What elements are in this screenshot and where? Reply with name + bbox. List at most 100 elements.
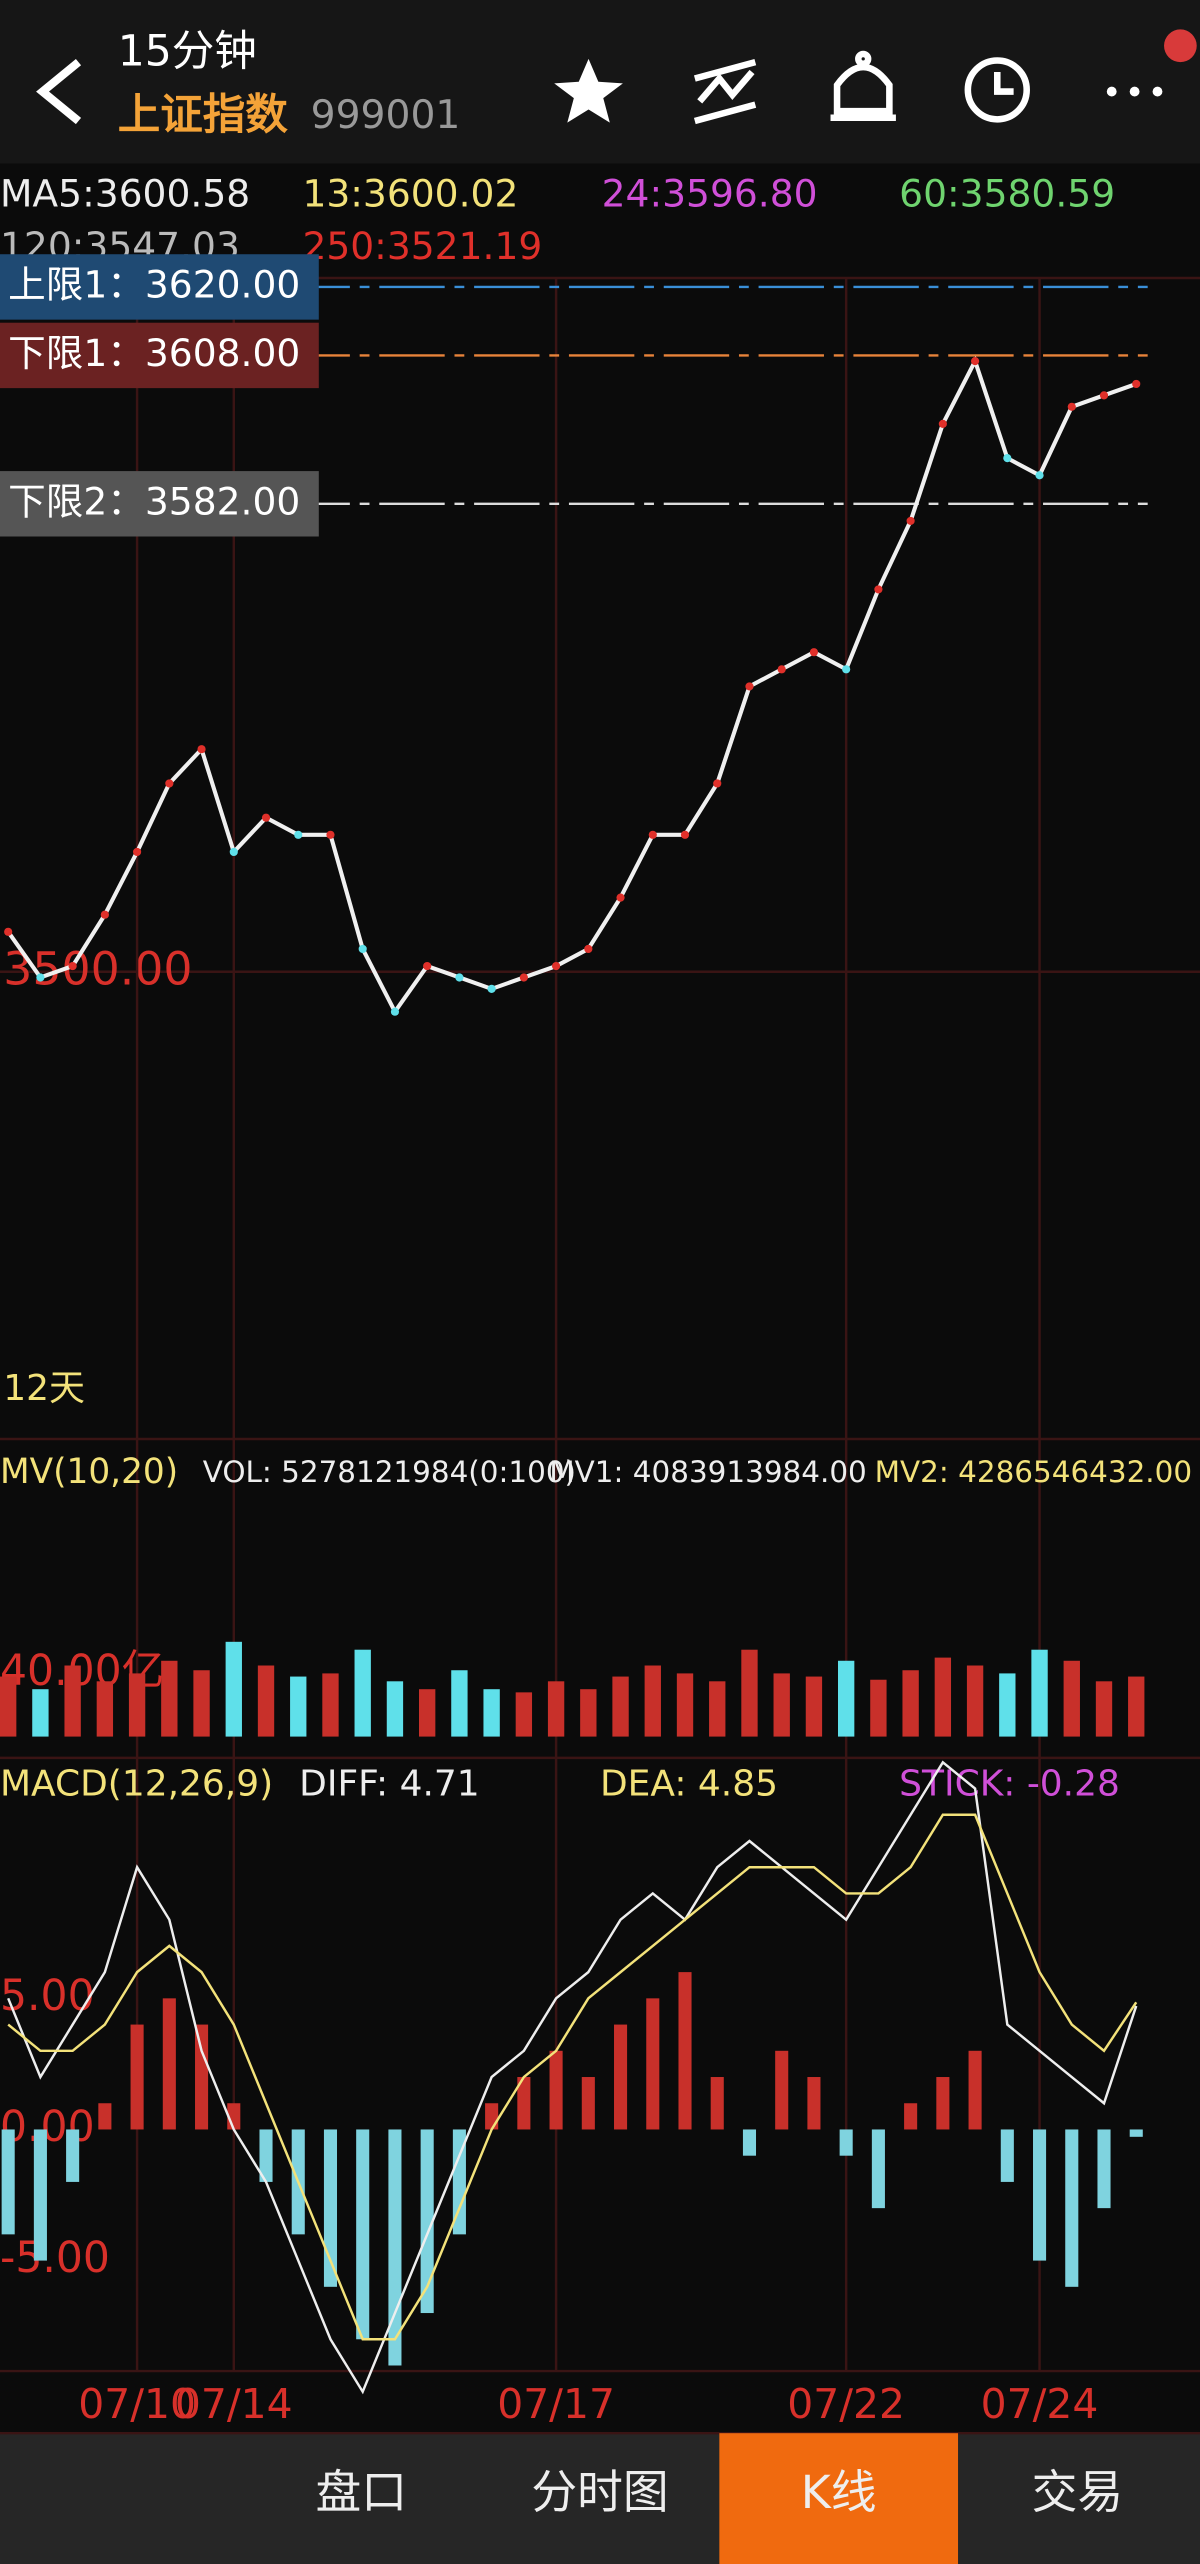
macd-stick [549,2050,563,2130]
tab[interactable]: 盘口 [316,2466,408,2519]
volume-bar [676,1673,694,1737]
price-line [6,355,1137,1016]
tab[interactable]: K线 [801,2466,877,2519]
macd-stick [517,2077,531,2130]
volume-bar [290,1676,307,1737]
volume-bar [837,1660,855,1737]
price-point [197,745,206,754]
volume-bar [870,1679,887,1737]
macd-stick [839,2129,853,2156]
draw-icon[interactable] [693,58,757,125]
limit-box [0,322,319,389]
panel-stat: STICK: -0.28 [899,1764,1120,1805]
macd-stick [678,1972,692,2130]
volume-bar [1128,1676,1145,1737]
macd-stick [1065,2129,1079,2287]
price-point [36,973,45,982]
back-button[interactable] [36,58,82,125]
volume-bar [966,1665,984,1737]
volume-bar [354,1649,371,1737]
price-point [4,927,13,936]
notice-badge[interactable] [1164,29,1197,63]
macd-stick [1000,2129,1014,2182]
macd-stick [646,1998,660,2130]
volume-bar [612,1676,629,1737]
macd-stick [775,2050,789,2130]
volume-bar [418,1689,436,1737]
y-tick-label: -5.00 [0,2234,110,2283]
volume-bar [644,1665,661,1737]
volume-bar [1095,1681,1113,1737]
price-point [713,779,722,788]
price-point [971,357,980,366]
ma-label: 24:3596.80 [602,172,818,216]
tab[interactable]: 分时图 [531,2466,668,2519]
macd-stick [968,2050,982,2130]
macd-stick [98,2103,112,2130]
macd-stick [323,2129,338,2287]
ma-label: 60:3580.59 [899,172,1115,216]
macd-stick [1033,2129,1047,2261]
price-point [165,779,174,788]
price-point [648,830,657,839]
price-point [906,516,915,526]
price-point [842,665,851,674]
clock-icon[interactable] [964,57,1030,123]
limit-box [0,254,319,320]
price-point [1132,379,1141,389]
volume-bar [999,1673,1016,1737]
macd-stick [1097,2129,1111,2209]
price-point [874,585,883,594]
price-point [68,961,77,971]
macd-stick [66,2129,80,2182]
macd-stick [581,2077,595,2130]
volume-bar [902,1670,919,1737]
price-point [1067,402,1076,411]
volume-bar [547,1681,565,1737]
price-point [261,813,271,822]
macd-line [7,1760,1138,2395]
macd-stick [710,2077,724,2130]
limit-label: 上限1：3620.00 [8,262,300,306]
ma-label: MA5:3600.58 [0,172,250,216]
price-point [229,847,238,857]
volume-bar [580,1689,597,1737]
x-tick-label: 07/17 [497,2380,615,2428]
alert-icon[interactable] [830,50,896,122]
macd-stick [871,2129,885,2209]
annotation: 12天 [3,1368,85,1409]
volume-bar [1063,1660,1080,1737]
more-icon[interactable] [1106,86,1163,97]
macd-stick [614,2024,628,2130]
volume-bar [225,1641,242,1737]
volume-bar [32,1689,49,1737]
x-tick-label: 07/14 [175,2380,293,2428]
price-point [1035,471,1044,480]
panel-stat: DIFF: 4.71 [299,1764,480,1805]
price-point [294,830,303,839]
volume-bar [515,1692,533,1737]
macd-stick [1,2129,15,2235]
macd-stick [904,2103,918,2130]
volume-bar [741,1649,758,1737]
tab-bar [0,2433,1200,2564]
panel-title: MV(10,20) [0,1452,178,1492]
price-point [423,961,432,971]
volume-bar [773,1673,790,1737]
star-icon[interactable] [554,58,623,123]
macd-stick [485,2103,499,2130]
macd-stick [742,2129,757,2156]
y-tick-label: 3500.00 [3,942,192,995]
price-point [616,893,625,902]
macd-stick [162,1998,176,2130]
price-point [326,830,335,839]
limit-label: 下限2：3582.00 [8,479,300,523]
macd-stick [420,2129,434,2314]
volume-bar [193,1670,210,1737]
price-point [552,961,561,971]
ma-label: 13:3600.02 [302,172,518,216]
price-point [390,1007,400,1016]
tab[interactable]: 交易 [1032,2466,1124,2519]
price-point [519,973,528,982]
